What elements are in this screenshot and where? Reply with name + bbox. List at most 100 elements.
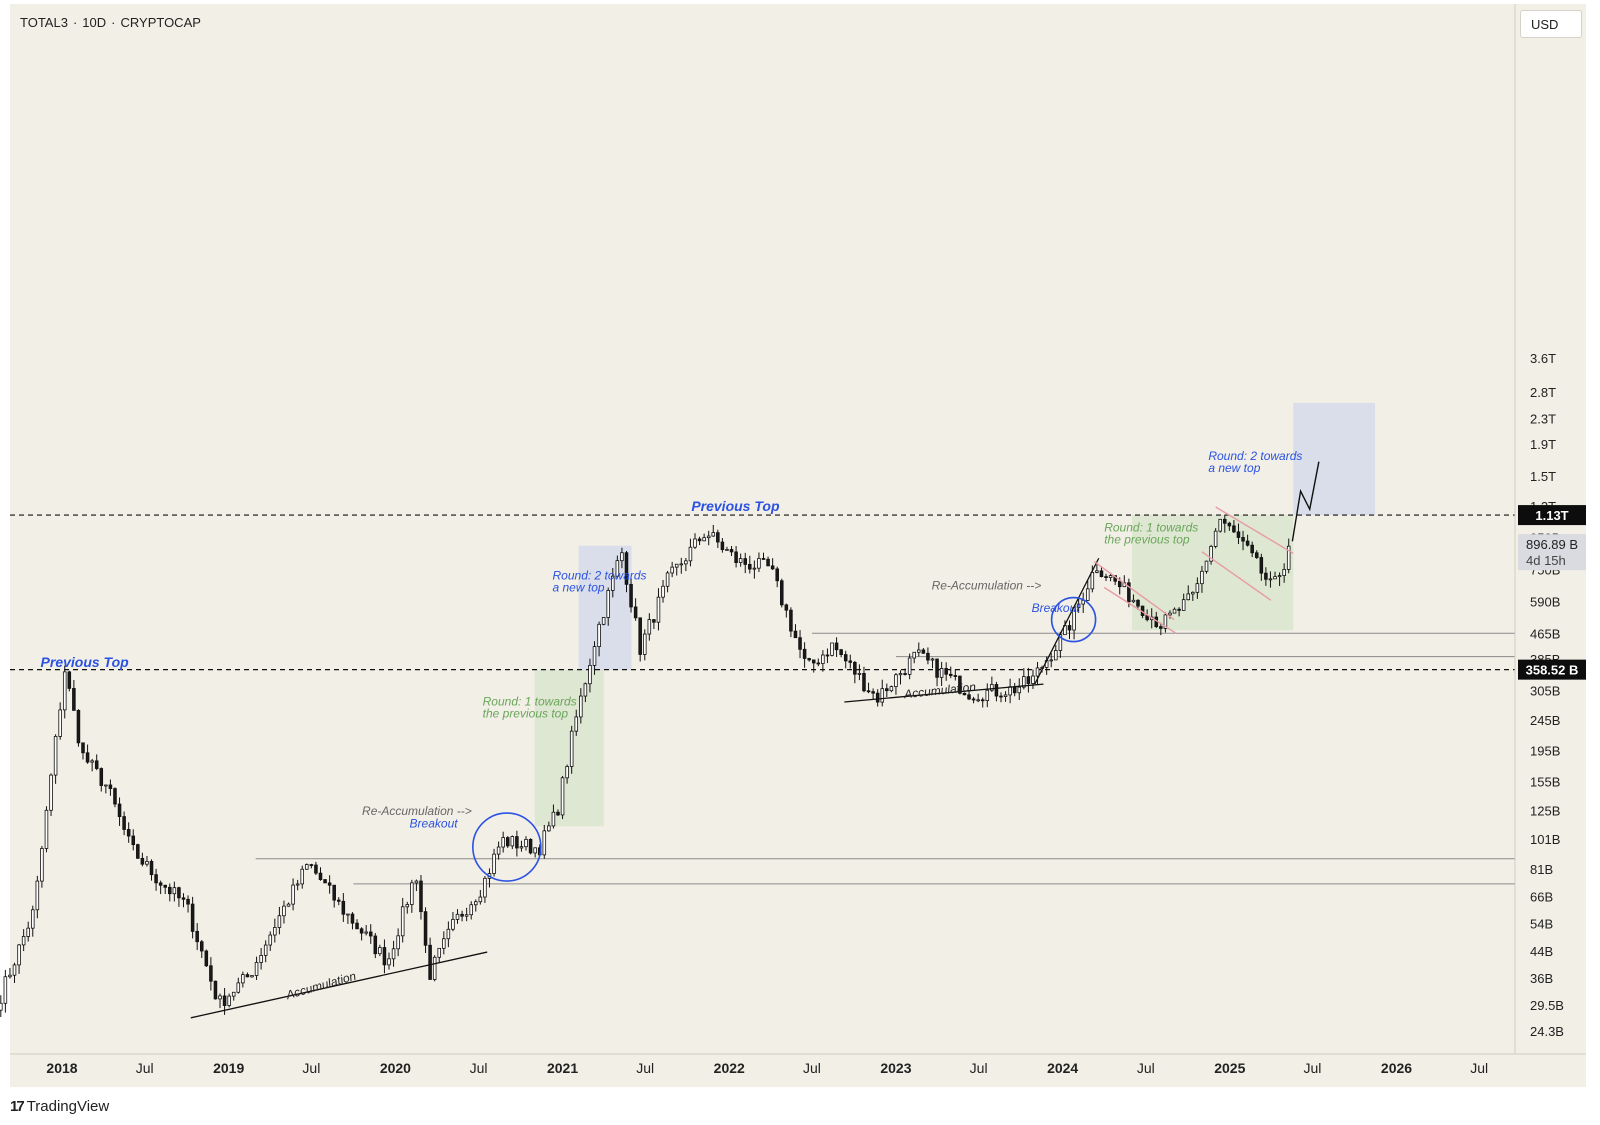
candle[interactable] bbox=[524, 836, 528, 851]
candle[interactable] bbox=[268, 931, 273, 951]
candle[interactable] bbox=[926, 647, 930, 665]
candle[interactable] bbox=[574, 709, 579, 736]
candle[interactable] bbox=[437, 947, 442, 963]
candle[interactable] bbox=[843, 650, 848, 669]
candle[interactable] bbox=[1236, 523, 1241, 544]
candle[interactable] bbox=[400, 897, 405, 943]
candle[interactable] bbox=[775, 566, 779, 588]
candle[interactable] bbox=[693, 533, 697, 550]
candle[interactable] bbox=[396, 928, 400, 957]
candle[interactable] bbox=[1218, 518, 1222, 533]
candle[interactable] bbox=[496, 841, 501, 860]
candle[interactable] bbox=[935, 658, 939, 687]
candle[interactable] bbox=[528, 838, 533, 855]
candle[interactable] bbox=[670, 561, 674, 578]
candle[interactable] bbox=[53, 734, 58, 784]
candle[interactable] bbox=[825, 648, 830, 664]
candle[interactable] bbox=[601, 617, 606, 626]
candle[interactable] bbox=[752, 560, 757, 579]
symbol-label[interactable]: TOTAL3 bbox=[20, 15, 68, 30]
candle[interactable] bbox=[866, 682, 871, 694]
candle[interactable] bbox=[158, 880, 163, 895]
candle[interactable] bbox=[295, 879, 300, 891]
candle[interactable] bbox=[716, 529, 720, 548]
candle[interactable] bbox=[1223, 514, 1227, 533]
candle[interactable] bbox=[706, 530, 711, 546]
candle[interactable] bbox=[1282, 563, 1286, 583]
candle[interactable] bbox=[58, 702, 62, 740]
candle[interactable] bbox=[236, 977, 241, 994]
candle[interactable] bbox=[259, 948, 263, 970]
candle[interactable] bbox=[606, 587, 610, 626]
candle[interactable] bbox=[327, 875, 332, 894]
candle[interactable] bbox=[784, 603, 789, 618]
interval-label[interactable]: 10D bbox=[82, 15, 107, 30]
candle[interactable] bbox=[519, 840, 524, 852]
candle[interactable] bbox=[387, 952, 391, 970]
candle[interactable] bbox=[898, 670, 903, 685]
candle[interactable] bbox=[300, 865, 304, 889]
candle[interactable] bbox=[346, 913, 350, 924]
candle[interactable] bbox=[1095, 564, 1099, 574]
candle[interactable] bbox=[1245, 534, 1250, 547]
candle[interactable] bbox=[474, 899, 478, 912]
candle[interactable] bbox=[697, 536, 702, 546]
candle[interactable] bbox=[172, 881, 177, 902]
candle[interactable] bbox=[136, 843, 140, 859]
candle[interactable] bbox=[930, 657, 935, 669]
candle[interactable] bbox=[44, 806, 49, 853]
candle[interactable] bbox=[122, 811, 126, 836]
candle[interactable] bbox=[241, 971, 245, 988]
candle[interactable] bbox=[263, 940, 268, 963]
candle[interactable] bbox=[90, 758, 94, 772]
candle[interactable] bbox=[1227, 521, 1232, 531]
candle[interactable] bbox=[410, 879, 414, 913]
candle[interactable] bbox=[857, 664, 862, 681]
candle[interactable] bbox=[711, 524, 716, 537]
candles[interactable] bbox=[0, 514, 1291, 1018]
candle[interactable] bbox=[789, 607, 793, 638]
candle[interactable] bbox=[629, 578, 633, 613]
candle[interactable] bbox=[1054, 644, 1058, 661]
candle[interactable] bbox=[652, 619, 656, 630]
candle[interactable] bbox=[748, 555, 752, 574]
candle[interactable] bbox=[1031, 669, 1035, 689]
candle[interactable] bbox=[355, 919, 359, 930]
candle[interactable] bbox=[620, 547, 624, 569]
candle[interactable] bbox=[442, 931, 446, 955]
candle[interactable] bbox=[615, 555, 620, 579]
candle[interactable] bbox=[980, 697, 985, 708]
candle[interactable] bbox=[1081, 592, 1085, 613]
candle[interactable] bbox=[414, 879, 419, 892]
candle[interactable] bbox=[460, 910, 464, 922]
candle[interactable] bbox=[597, 621, 601, 657]
candle[interactable] bbox=[679, 557, 684, 574]
candle[interactable] bbox=[821, 650, 825, 672]
candle[interactable] bbox=[126, 822, 131, 843]
candle[interactable] bbox=[1259, 553, 1264, 581]
candle[interactable] bbox=[231, 991, 236, 1001]
candle[interactable] bbox=[971, 696, 976, 704]
candle[interactable] bbox=[282, 900, 286, 924]
candle[interactable] bbox=[62, 665, 67, 719]
candle[interactable] bbox=[962, 692, 967, 696]
candle[interactable] bbox=[350, 912, 355, 930]
candle[interactable] bbox=[1191, 591, 1195, 601]
candle[interactable] bbox=[1195, 577, 1200, 599]
candle[interactable] bbox=[113, 787, 117, 808]
candle[interactable] bbox=[428, 937, 432, 980]
candle[interactable] bbox=[382, 939, 387, 974]
candle[interactable] bbox=[569, 725, 574, 774]
candle[interactable] bbox=[834, 637, 839, 657]
candle[interactable] bbox=[1017, 678, 1022, 700]
candle[interactable] bbox=[1273, 571, 1277, 580]
candle[interactable] bbox=[373, 933, 378, 959]
candle[interactable] bbox=[67, 670, 72, 692]
candle[interactable] bbox=[3, 969, 8, 1013]
candle[interactable] bbox=[1049, 653, 1053, 668]
candle[interactable] bbox=[446, 921, 451, 948]
candle[interactable] bbox=[1099, 567, 1104, 578]
candle[interactable] bbox=[738, 553, 743, 567]
candle[interactable] bbox=[1186, 585, 1191, 601]
candle[interactable] bbox=[1104, 573, 1108, 582]
